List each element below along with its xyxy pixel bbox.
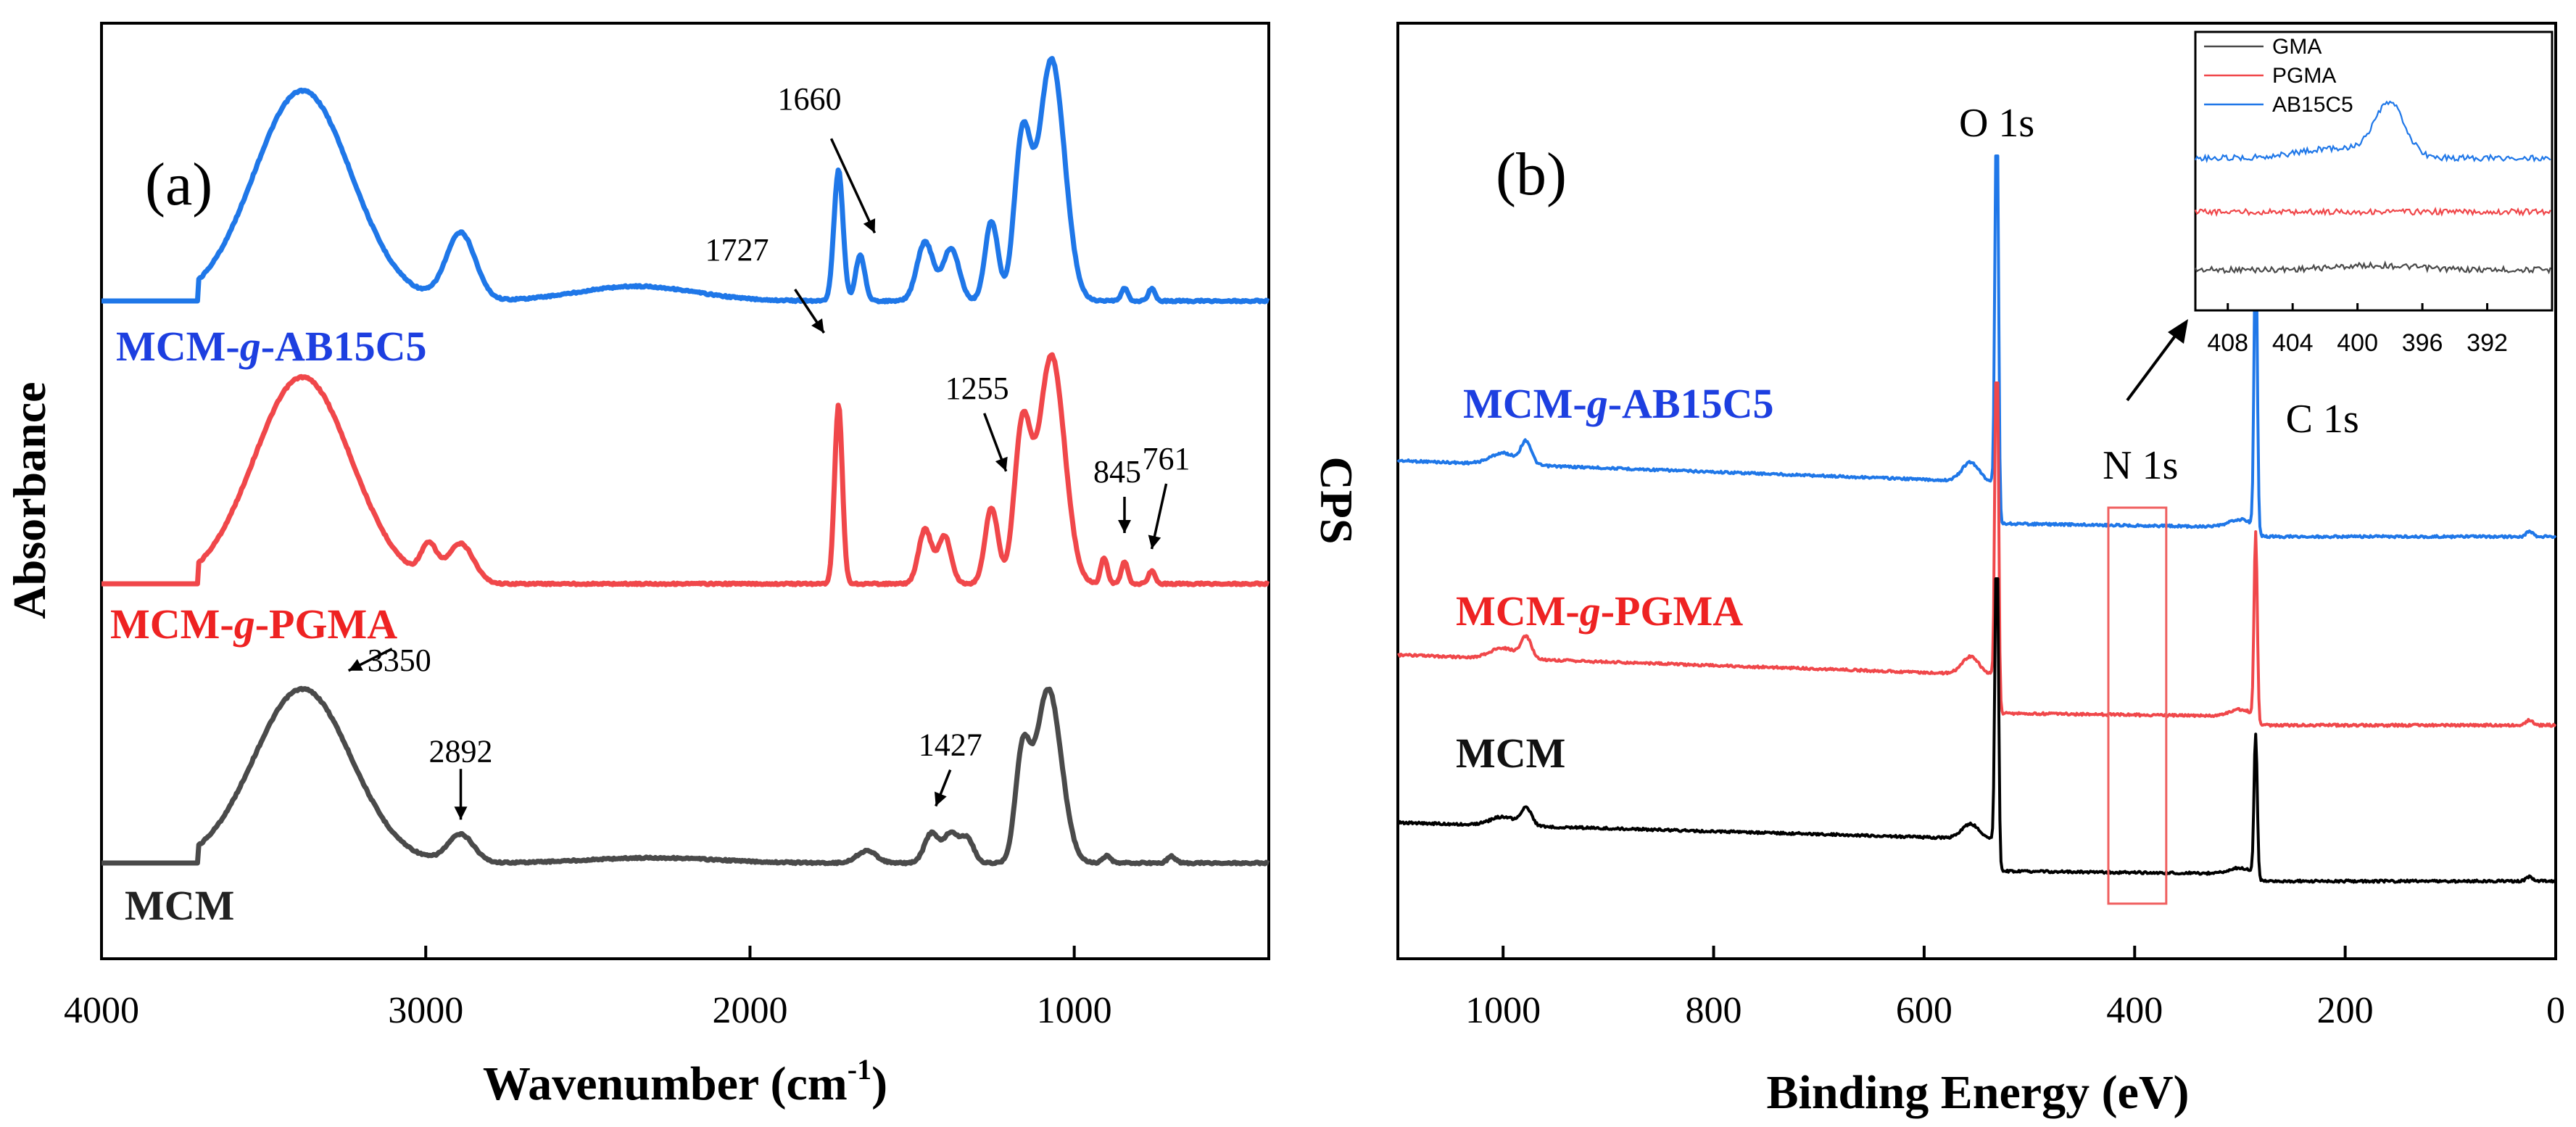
inset-ticks: 408 404 400 396 392 [2207,303,2508,357]
peak-annotation-arrowhead [1118,520,1131,533]
y-axis-title-a: Absorbance [4,381,55,619]
spectrum-line-b-1 [1396,381,2557,728]
x-tick-label-b: 400 [2106,990,2163,1031]
inset-spectra [2194,100,2551,275]
series-label-ab15c5-b: MCM-g-AB15C5 [1463,380,1773,427]
inset-pointer-arrow [2126,331,2179,402]
series-label-ab15c5: MCM-g-AB15C5 [116,323,426,370]
spectrum-line-a-1 [100,352,1270,587]
series-label-pgma: MCM-g-PGMA [110,600,397,648]
peak-annotation-text: 1255 [945,371,1009,406]
x-tick-label-a: 2000 [712,990,787,1031]
x-tick-label-a: 3000 [388,990,463,1031]
series-label-mcm: MCM [125,882,234,929]
inset-line-0 [2195,260,2551,275]
inset-x-tick-label: 392 [2467,329,2508,357]
inset-x-tick-label: 404 [2272,329,2314,357]
peak-annotation-arrowhead [863,218,876,234]
panel-label-a: (a) [145,151,212,218]
inset-pointer-arrowhead [2168,319,2188,344]
peak-annotation-text: 761 [1143,441,1190,476]
peak-annotation-arrowhead [454,806,468,820]
x-axis-title-a: Wavenumber (cm-1) [483,1053,887,1110]
panel-label-b: (b) [1496,141,1567,208]
inset-legend-label: GMA [2272,35,2322,59]
peak-annotation-arrowhead [348,659,363,671]
spectra-a [100,56,1270,867]
spectrum-line-a-0 [100,56,1270,305]
peak-annotation-text: 1727 [705,232,769,268]
series-label-mcm-b: MCM [1456,730,1565,777]
inset-x-tick-label: 408 [2207,329,2248,357]
spectrum-line-b-0 [1396,154,2557,540]
peak-annotation-text: 1660 [778,81,842,117]
inset-n1s: 408 404 400 396 392 GMA PGMA AB15C5 [2194,30,2554,357]
peak-label-b: O 1s [1959,101,2034,146]
x-tick-label-b: 0 [2546,990,2565,1031]
peak-annotation-arrowhead [811,318,824,333]
x-tick-label-b: 1000 [1465,990,1541,1031]
y-axis-title-b: CPS [1311,457,1362,545]
peak-annotation-arrowhead [1148,534,1161,549]
inset-x-tick-label: 396 [2402,329,2443,357]
n1s-highlight-box [2107,506,2168,905]
plot-frame-a [100,22,1270,960]
spectra-b [1396,154,2557,884]
ftir-panel: 4000 3000 2000 1000 1660 1727 1255 845 761 3350 2… [4,22,1270,1110]
x-tick-label-b: 200 [2317,990,2374,1031]
peak-annotation-text: 845 [1093,454,1141,490]
inset-frame [2194,30,2554,312]
inset-line-2 [2195,100,2551,164]
xps-panel: 1000 800 600 400 200 0 O 1s C 1s N 1s (b) MCM-g… [1311,22,2565,1119]
peak-annotation-text: 3350 [368,643,431,678]
x-ticks-a: 4000 3000 2000 1000 [64,946,1112,1031]
peak-label-b: N 1s [2103,443,2178,488]
peak-annotation-text: 2892 [429,733,493,769]
x-axis-title-b: Binding Energy (eV) [1766,1066,2189,1119]
spectrum-line-a-2 [100,685,1270,867]
x-ticks-b: 1000 800 600 400 200 0 [1465,946,2565,1031]
peak-labels-b: O 1s C 1s N 1s [1959,101,2359,488]
series-label-pgma-b: MCM-g-PGMA [1456,587,1743,635]
annotations-a: 1660 1727 1255 845 761 3350 2892 1427 [347,81,1190,820]
plot-frame-b [1396,22,2557,960]
peak-annotation-arrowhead [995,456,1008,471]
peak-annotation-text: 1427 [919,727,982,763]
x-tick-label-a: 4000 [64,990,139,1031]
inset-x-tick-label: 400 [2337,329,2378,357]
inset-line-1 [2194,207,2551,218]
spectrum-line-b-2 [1397,577,2557,884]
inset-legend: GMA PGMA AB15C5 [2204,35,2353,117]
x-tick-label-b: 800 [1686,990,1742,1031]
x-tick-label-b: 600 [1896,990,1952,1031]
peak-label-b: C 1s [2286,397,2359,442]
x-tick-label-a: 1000 [1037,990,1112,1031]
inset-legend-label: AB15C5 [2272,93,2353,117]
peak-annotation-arrow [829,138,877,234]
peak-annotation-arrowhead [935,791,947,806]
inset-legend-label: PGMA [2272,64,2336,88]
